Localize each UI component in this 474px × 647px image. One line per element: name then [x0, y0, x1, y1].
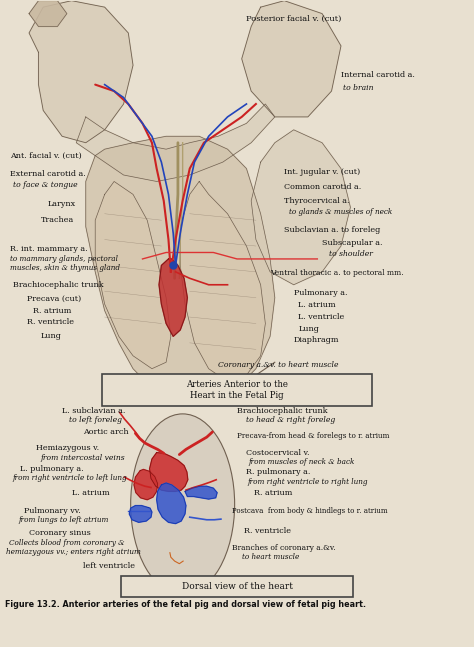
Polygon shape — [156, 483, 186, 523]
Text: Ant. facial v. (cut): Ant. facial v. (cut) — [10, 151, 82, 160]
Ellipse shape — [131, 414, 235, 595]
Text: Figure 13.2. Anterior arteries of the fetal pig and dorsal view of fetal pig hea: Figure 13.2. Anterior arteries of the fe… — [5, 600, 366, 609]
Text: R. int. mammary a.: R. int. mammary a. — [10, 245, 88, 253]
Polygon shape — [251, 130, 350, 285]
Polygon shape — [159, 259, 187, 336]
Text: hemiazygous vv.; enters right atrium: hemiazygous vv.; enters right atrium — [6, 548, 141, 556]
Text: Hemiazygous v.: Hemiazygous v. — [36, 444, 99, 452]
Text: Posterior facial v. (cut): Posterior facial v. (cut) — [246, 15, 342, 23]
Text: left ventricle: left ventricle — [83, 562, 136, 570]
Polygon shape — [242, 1, 341, 117]
Polygon shape — [95, 181, 171, 369]
Text: Pulmonary a.: Pulmonary a. — [294, 289, 347, 296]
Text: muscles, skin & thymus gland: muscles, skin & thymus gland — [10, 264, 120, 272]
Polygon shape — [150, 453, 188, 491]
Text: to shoulder: to shoulder — [329, 250, 373, 258]
Text: L. subclavian a.: L. subclavian a. — [62, 407, 126, 415]
Text: External carotid a.: External carotid a. — [10, 170, 86, 178]
Text: Coronary a.&v. to heart muscle: Coronary a.&v. to heart muscle — [218, 362, 338, 369]
Text: Pulmonary vv.: Pulmonary vv. — [24, 507, 81, 515]
Polygon shape — [134, 470, 157, 499]
Text: Dorsal view of the heart: Dorsal view of the heart — [182, 582, 292, 591]
Text: from lungs to left atrium: from lungs to left atrium — [18, 516, 109, 524]
Text: from right ventricle to left lung: from right ventricle to left lung — [12, 474, 127, 483]
Text: L. atrium: L. atrium — [299, 302, 336, 309]
Text: R. ventricle: R. ventricle — [27, 318, 73, 326]
Text: Postcava  from body & hindlegs to r. atrium: Postcava from body & hindlegs to r. atri… — [232, 507, 388, 515]
Text: to mammary glands, pectoral: to mammary glands, pectoral — [10, 255, 118, 263]
Text: Common carotid a.: Common carotid a. — [284, 182, 362, 191]
Text: Int. jugular v. (cut): Int. jugular v. (cut) — [284, 168, 361, 176]
Text: Internal carotid a.: Internal carotid a. — [341, 71, 415, 79]
Text: Precava-from head & forelegs to r. atrium: Precava-from head & forelegs to r. atriu… — [237, 432, 389, 441]
Polygon shape — [76, 104, 275, 181]
Polygon shape — [29, 1, 67, 27]
Text: Brachiocephalic trunk: Brachiocephalic trunk — [237, 407, 328, 415]
Text: Trachea: Trachea — [41, 216, 74, 225]
Text: R. atrium: R. atrium — [254, 489, 292, 498]
FancyBboxPatch shape — [121, 576, 353, 597]
Text: Diaphragm: Diaphragm — [294, 336, 339, 344]
Text: Lung: Lung — [41, 333, 62, 340]
Text: to head & right foreleg: to head & right foreleg — [246, 416, 336, 424]
Text: Brachiocephalic trunk: Brachiocephalic trunk — [12, 281, 103, 289]
Text: to glands & muscles of neck: to glands & muscles of neck — [289, 208, 392, 216]
Text: from right ventricle to right lung: from right ventricle to right lung — [247, 477, 368, 486]
Text: R. ventricle: R. ventricle — [244, 527, 291, 535]
Text: L. atrium: L. atrium — [72, 488, 109, 497]
Text: from intercostal veins: from intercostal veins — [41, 454, 126, 462]
Polygon shape — [29, 1, 133, 143]
Text: Branches of coronary a.&v.: Branches of coronary a.&v. — [232, 544, 336, 552]
Text: Thyrocervical a.: Thyrocervical a. — [284, 197, 350, 205]
Text: from muscles of neck & back: from muscles of neck & back — [249, 458, 355, 466]
Text: Coronary sinus: Coronary sinus — [29, 529, 91, 537]
Polygon shape — [180, 181, 265, 382]
Text: Subclavian a. to foreleg: Subclavian a. to foreleg — [284, 226, 381, 234]
Text: Arteries Anterior to the
Heart in the Fetal Pig: Arteries Anterior to the Heart in the Fe… — [186, 380, 288, 400]
Text: R. atrium: R. atrium — [33, 307, 71, 314]
Text: Aortic arch: Aortic arch — [83, 428, 129, 436]
Text: to heart muscle: to heart muscle — [242, 553, 299, 561]
Text: Precava (cut): Precava (cut) — [27, 295, 81, 303]
Text: to left foreleg: to left foreleg — [69, 416, 122, 424]
Text: Ventral thoracic a. to pectoral mm.: Ventral thoracic a. to pectoral mm. — [270, 269, 404, 277]
Text: Collects blood from coronary &: Collects blood from coronary & — [9, 539, 125, 547]
Text: Larynx: Larynx — [48, 200, 76, 208]
Text: Costocervical v.: Costocervical v. — [246, 448, 310, 457]
Text: to face & tongue: to face & tongue — [12, 181, 77, 189]
Text: to brain: to brain — [343, 84, 374, 92]
Polygon shape — [185, 486, 217, 499]
Text: Lung: Lung — [299, 325, 319, 333]
Text: R. pulmonary a.: R. pulmonary a. — [246, 468, 311, 476]
FancyBboxPatch shape — [102, 374, 372, 406]
Text: L. pulmonary a.: L. pulmonary a. — [19, 465, 83, 473]
Polygon shape — [129, 505, 152, 522]
Text: L. ventricle: L. ventricle — [299, 313, 345, 321]
Polygon shape — [86, 137, 275, 401]
Text: Subscapular a.: Subscapular a. — [322, 239, 383, 247]
